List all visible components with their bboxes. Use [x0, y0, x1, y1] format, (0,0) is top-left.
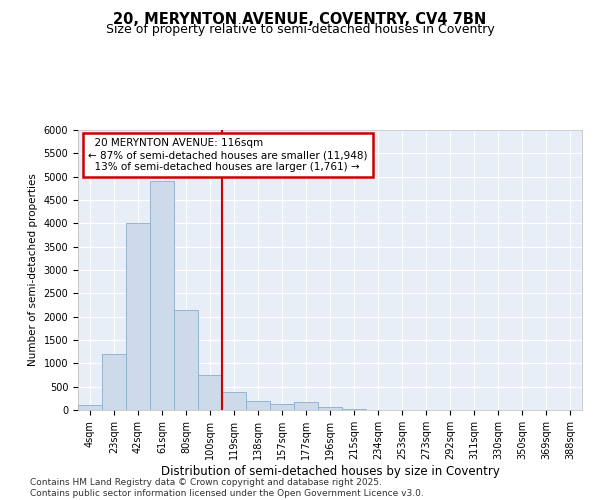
Bar — [318, 407, 342, 410]
Text: Contains HM Land Registry data © Crown copyright and database right 2025.
Contai: Contains HM Land Registry data © Crown c… — [30, 478, 424, 498]
Bar — [270, 404, 294, 410]
Bar — [342, 409, 366, 410]
Bar — [78, 406, 102, 410]
Text: 20 MERYNTON AVENUE: 116sqm
← 87% of semi-detached houses are smaller (11,948)
  : 20 MERYNTON AVENUE: 116sqm ← 87% of semi… — [88, 138, 368, 172]
X-axis label: Distribution of semi-detached houses by size in Coventry: Distribution of semi-detached houses by … — [161, 464, 499, 477]
Bar — [126, 224, 150, 410]
Bar — [102, 354, 126, 410]
Bar — [222, 392, 246, 410]
Bar — [174, 310, 198, 410]
Text: 20, MERYNTON AVENUE, COVENTRY, CV4 7BN: 20, MERYNTON AVENUE, COVENTRY, CV4 7BN — [113, 12, 487, 28]
Bar — [294, 402, 318, 410]
Bar — [198, 375, 222, 410]
Text: Size of property relative to semi-detached houses in Coventry: Size of property relative to semi-detach… — [106, 22, 494, 36]
Bar — [150, 182, 174, 410]
Y-axis label: Number of semi-detached properties: Number of semi-detached properties — [28, 174, 38, 366]
Bar — [246, 400, 270, 410]
